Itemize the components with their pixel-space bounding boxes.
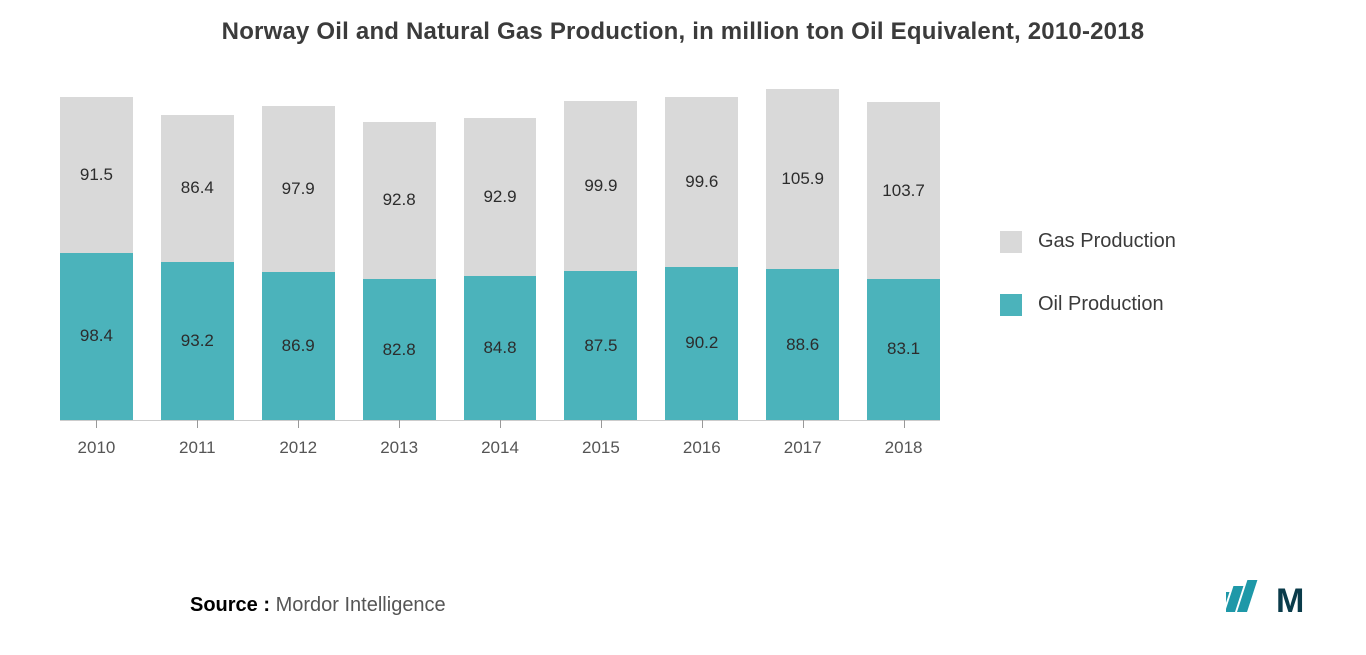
oil-production-segment: 98.4 (60, 253, 133, 420)
chart-plot: 98.491.5 93.286.4 86.997.9 82.892.8 84.892.9… (60, 80, 940, 420)
x-tick-label: 2017 (766, 420, 839, 458)
legend: Gas Production Oil Production (1000, 230, 1176, 316)
bar-column: 82.892.8 (363, 80, 436, 420)
source-label: Source : (190, 594, 270, 616)
bar-column: 88.6105.9 (766, 80, 839, 420)
brand-logo-icon: MI (1226, 572, 1306, 625)
x-tick-label: 2011 (161, 420, 234, 458)
x-tick-label: 2012 (262, 420, 335, 458)
chart-title: Norway Oil and Natural Gas Production, i… (0, 0, 1366, 46)
oil-production-segment: 84.8 (464, 276, 537, 420)
gas-production-segment: 86.4 (161, 115, 234, 262)
bar-column: 87.599.9 (564, 80, 637, 420)
gas-production-segment: 92.8 (363, 122, 436, 280)
source-text: Mordor Intelligence (276, 594, 446, 616)
gas-production-segment: 99.9 (564, 101, 637, 271)
oil-production-segment: 82.8 (363, 279, 436, 420)
x-tick-label: 2013 (363, 420, 436, 458)
bar-column: 84.892.9 (464, 80, 537, 420)
legend-label: Oil Production (1038, 293, 1164, 316)
oil-production-segment: 93.2 (161, 262, 234, 420)
legend-swatch-icon (1000, 231, 1022, 253)
bar-column: 98.491.5 (60, 80, 133, 420)
legend-item: Gas Production (1000, 230, 1176, 253)
bar-column: 93.286.4 (161, 80, 234, 420)
gas-production-segment: 97.9 (262, 106, 335, 272)
oil-production-segment: 86.9 (262, 272, 335, 420)
gas-production-segment: 91.5 (60, 97, 133, 253)
oil-production-segment: 88.6 (766, 269, 839, 420)
gas-production-segment: 99.6 (665, 97, 738, 266)
bar-column: 90.299.6 (665, 80, 738, 420)
legend-label: Gas Production (1038, 230, 1176, 253)
x-tick-label: 2014 (464, 420, 537, 458)
svg-text:MI: MI (1276, 582, 1306, 620)
gas-production-segment: 92.9 (464, 118, 537, 276)
oil-production-segment: 83.1 (867, 279, 940, 420)
bar-column: 83.1103.7 (867, 80, 940, 420)
x-tick-label: 2016 (665, 420, 738, 458)
gas-production-segment: 105.9 (766, 89, 839, 269)
source-attribution: Source : Mordor Intelligence (190, 594, 446, 617)
oil-production-segment: 90.2 (665, 267, 738, 420)
legend-swatch-icon (1000, 294, 1022, 316)
x-tick-label: 2015 (564, 420, 637, 458)
oil-production-segment: 87.5 (564, 271, 637, 420)
gas-production-segment: 103.7 (867, 102, 940, 278)
bar-column: 86.997.9 (262, 80, 335, 420)
x-tick-label: 2010 (60, 420, 133, 458)
x-tick-label: 2018 (867, 420, 940, 458)
x-axis: 2010 2011 2012 2013 2014 2015 2016 2017 2018 (60, 420, 940, 458)
legend-item: Oil Production (1000, 293, 1176, 316)
